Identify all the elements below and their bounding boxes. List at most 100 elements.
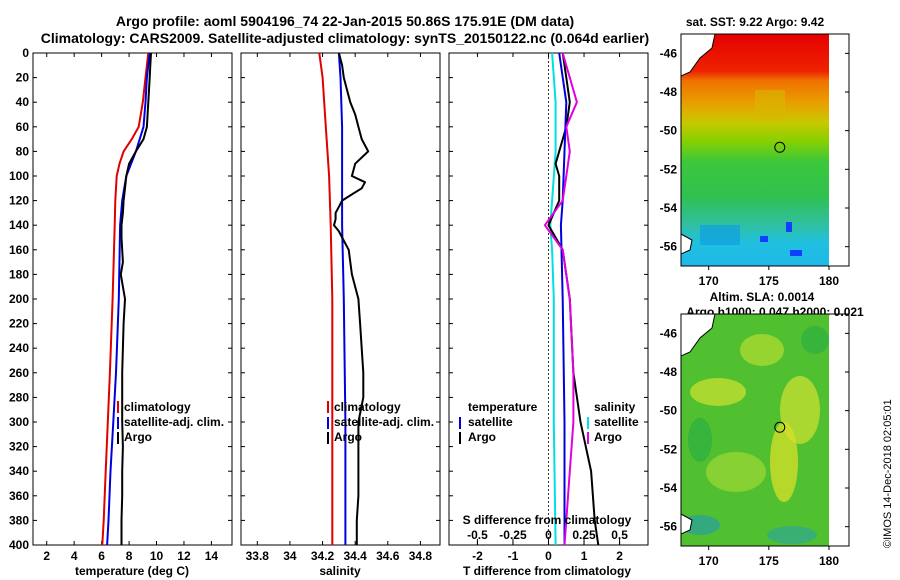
salinity-xlabel: salinity (319, 564, 361, 578)
landmass (681, 34, 716, 77)
x-tick-label: 34.8 (409, 549, 433, 563)
depth-tick-label: 120 (9, 194, 29, 208)
lon-tick-label: 180 (819, 554, 839, 568)
depth-tick-label: 260 (9, 366, 29, 380)
depth-tick-label: 80 (16, 144, 30, 158)
depth-axis: 0 20 40 60 80 100 120 140 160 180 200 220 240 260 280 3… (9, 46, 648, 552)
x-tick-label: 2 (616, 549, 623, 563)
depth-tick-label: 180 (9, 267, 29, 281)
x-tick-label: 34.2 (311, 549, 335, 563)
legend-satellite: satellite-adj. clim. (124, 415, 224, 429)
lat-tick-label: -52 (660, 442, 678, 456)
legend-t-argo: Argo (468, 430, 496, 444)
series-t-satellite (549, 52, 557, 546)
legend-temperature: temperature (468, 400, 538, 414)
x-tick-label: 34.6 (376, 549, 400, 563)
legend-argo: Argo (334, 430, 362, 444)
sla-map-axes: 170 175 180 -46 -48 -50 -52 -54 -56 (660, 326, 849, 568)
s-difference-label: S difference from climatology (463, 513, 632, 527)
legend-climatology: climatology (124, 400, 191, 414)
x-tick-label: 34 (283, 549, 297, 563)
lat-tick-label: -54 (660, 201, 678, 215)
depth-tick-label: 360 (9, 489, 29, 503)
depth-tick-label: 200 (9, 292, 29, 306)
depth-tick-label: 280 (9, 390, 29, 404)
depth-tick-label: 240 (9, 341, 29, 355)
x-tick-label: 6 (98, 549, 105, 563)
temperature-plot: 2 4 6 8 10 12 14 (43, 52, 219, 563)
difference-plot: -2 -1 0 1 2-0.5 -0.25 0 0.25 0.5 (467, 52, 628, 563)
legend-s-satellite: satellite (594, 415, 639, 429)
x-tick-label: 10 (150, 549, 164, 563)
sla-map (681, 314, 829, 546)
series-s-satellite (558, 52, 568, 545)
lat-tick-label: -48 (660, 365, 678, 379)
sla-map-title-1: Altim. SLA: 0.0014 (710, 290, 815, 304)
title-line-2: Climatology: CARS2009. Satellite-adjuste… (41, 30, 649, 46)
lat-tick-label: -50 (660, 404, 678, 418)
depth-tick-label: 320 (9, 440, 29, 454)
x-tick-label: 0 (545, 549, 552, 563)
legend-satellite: satellite-adj. clim. (334, 415, 434, 429)
depth-tick-label: 220 (9, 317, 29, 331)
sst-map-title: sat. SST: 9.22 Argo: 9.42 (686, 15, 825, 29)
lon-tick-label: 175 (759, 554, 779, 568)
lat-tick-label: -46 (660, 46, 678, 60)
s-tick-label: 0.25 (572, 528, 596, 542)
depth-tick-label: 60 (16, 120, 30, 134)
depth-tick-label: 100 (9, 169, 29, 183)
difference-xlabel: T difference from climatology (463, 564, 631, 578)
legend-salinity: salinity (594, 400, 636, 414)
difference-legend: temperature satellite Argo salinity sate… (459, 400, 639, 444)
lat-tick-label: -52 (660, 162, 678, 176)
title-line-1: Argo profile: aoml 5904196_74 22-Jan-201… (116, 13, 574, 29)
lon-tick-label: 170 (699, 274, 719, 288)
legend-climatology: climatology (334, 400, 401, 414)
temperature-xlabel: temperature (deg C) (75, 564, 189, 578)
lat-tick-label: -46 (660, 326, 678, 340)
legend-t-satellite: satellite (468, 415, 513, 429)
salinity-plot: 33.8 34 34.2 34.4 34.6 34.8 (246, 52, 433, 563)
imos-credit: ©IMOS 14-Dec-2018 02:05:01 (882, 399, 894, 548)
depth-tick-label: 380 (9, 513, 29, 527)
depth-tick-label: 160 (9, 243, 29, 257)
temperature-panel (32, 52, 233, 546)
depth-tick-label: 40 (16, 95, 30, 109)
depth-tick-label: 0 (22, 46, 29, 60)
series-climatology (318, 52, 334, 545)
sst-map-axes: 170 175 180 -46 -48 -50 -52 -54 -56 (660, 46, 849, 288)
x-tick-label: 34.4 (344, 549, 368, 563)
salinity-legend: climatology satellite-adj. clim. Argo (327, 400, 434, 444)
legend-s-argo: Argo (594, 430, 622, 444)
legend-argo: Argo (124, 430, 152, 444)
series-satellite-adj-clim- (106, 52, 151, 546)
sst-map (681, 34, 829, 266)
series-climatology (101, 52, 150, 546)
depth-tick-label: 140 (9, 218, 29, 232)
x-tick-label: 4 (71, 549, 78, 563)
x-tick-label: 33.8 (246, 549, 270, 563)
lat-tick-label: -50 (660, 124, 678, 138)
argo-location-marker (774, 141, 786, 153)
x-tick-label: -1 (508, 549, 519, 563)
lat-tick-label: -54 (660, 481, 678, 495)
x-tick-label: 2 (43, 549, 50, 563)
landmass (681, 314, 716, 357)
x-tick-label: 12 (177, 549, 191, 563)
x-tick-label: -2 (472, 549, 483, 563)
lat-tick-label: -56 (660, 240, 678, 254)
x-tick-label: 14 (205, 549, 219, 563)
depth-tick-label: 340 (9, 464, 29, 478)
lat-tick-label: -48 (660, 85, 678, 99)
series-s-argo (543, 52, 578, 546)
x-tick-label: 8 (126, 549, 133, 563)
temperature-legend: climatology satellite-adj. clim. Argo (117, 400, 224, 444)
s-tick-label: -0.5 (467, 528, 488, 542)
s-tick-label: -0.25 (499, 528, 527, 542)
lon-tick-label: 170 (699, 554, 719, 568)
lat-tick-label: -56 (660, 520, 678, 534)
argo-location-marker (774, 421, 786, 433)
x-tick-label: 1 (581, 549, 588, 563)
lon-tick-label: 180 (819, 274, 839, 288)
s-tick-label: 0.5 (611, 528, 628, 542)
